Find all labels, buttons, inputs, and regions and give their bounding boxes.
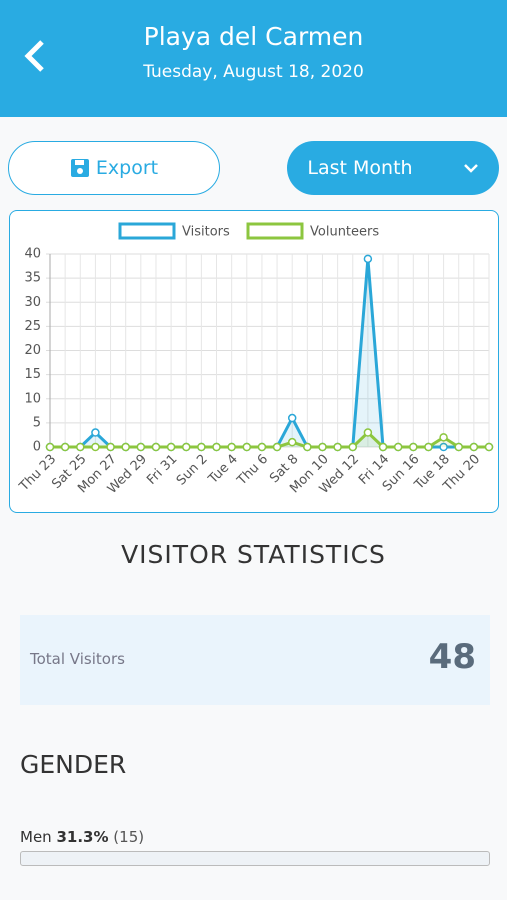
back-button[interactable] (22, 38, 48, 74)
point (151, 442, 161, 452)
chart-box (9, 210, 499, 513)
x-tick-label: Tue 4 (205, 452, 241, 488)
export-button[interactable]: Export (8, 141, 220, 195)
total-card: Total Visitors 48 (20, 615, 490, 705)
point (45, 442, 55, 452)
point (363, 428, 373, 437)
x-tick-label: Sun 2 (174, 452, 211, 489)
point (227, 442, 236, 452)
legend-label: Volunteers (310, 225, 379, 240)
legend-label: Visitors (182, 225, 230, 240)
point (469, 442, 479, 452)
y-tick-label: 15 (24, 367, 41, 382)
point (91, 428, 100, 437)
series-line (50, 258, 489, 449)
y-tick-label: 35 (24, 271, 41, 286)
point (424, 442, 433, 452)
point (348, 442, 358, 452)
y-tick-label: 30 (24, 295, 41, 310)
point (197, 442, 206, 452)
point (363, 254, 373, 264)
men-label: Men (20, 828, 52, 846)
point (378, 442, 388, 452)
point (212, 442, 221, 452)
y-tick-label: 10 (24, 391, 41, 406)
point (439, 433, 448, 442)
y-tick-label: 5 (33, 415, 41, 430)
point (409, 442, 418, 452)
point (76, 442, 85, 452)
x-tick-label: Thu 23 (16, 452, 59, 495)
point (303, 442, 312, 452)
date: Tuesday, August 18, 2020 (143, 62, 364, 82)
men-percent: 31.3% (56, 828, 109, 846)
point (484, 442, 494, 452)
point (60, 442, 70, 452)
y-tick-label: 0 (33, 440, 41, 455)
header: Playa del Carmen Tuesday, August 18, 202… (0, 0, 507, 117)
export-label: Export (95, 157, 159, 179)
point (91, 442, 100, 452)
point (121, 442, 130, 452)
point (318, 442, 327, 452)
range-select[interactable]: Last Month (287, 141, 499, 195)
point (287, 413, 297, 423)
point (106, 442, 115, 452)
x-tick-label: Fri 31 (144, 452, 180, 488)
series-area (50, 258, 489, 447)
men-bar (20, 851, 490, 866)
y-tick-label: 20 (24, 343, 41, 358)
point (454, 442, 463, 452)
x-tick-label: Thu 6 (234, 452, 271, 489)
point (257, 442, 267, 452)
title: Playa del Carmen (143, 22, 364, 51)
series-line (50, 430, 489, 449)
point (242, 442, 252, 452)
total-label: Total Visitors (30, 650, 125, 668)
y-tick-label: 25 (24, 319, 41, 334)
stats-heading: VISITOR STATISTICS (121, 540, 386, 569)
legend-swatch (118, 222, 176, 240)
gender-heading: GENDER (20, 750, 127, 779)
legend-swatch (246, 222, 304, 240)
y-tick-label: 40 (24, 247, 41, 262)
men-count: (15) (113, 828, 145, 846)
point (272, 442, 282, 452)
point (166, 442, 176, 452)
range-label: Last Month (307, 157, 413, 179)
point (181, 442, 191, 452)
point (136, 442, 146, 452)
point (287, 437, 297, 447)
men-row: Men 31.3% (15) (20, 828, 144, 846)
series-area (50, 432, 489, 447)
total-value: 48 (428, 637, 476, 677)
point (333, 442, 342, 452)
point (439, 442, 448, 452)
point (393, 442, 403, 452)
